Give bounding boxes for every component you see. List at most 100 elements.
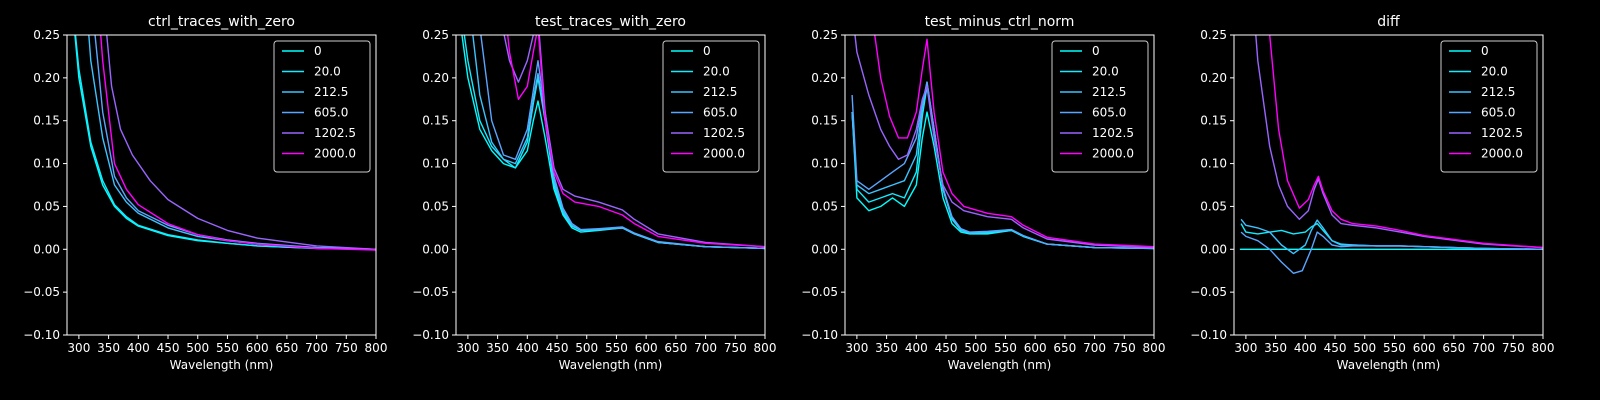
series-line-1202.5 [854, 35, 1154, 249]
series-group [1239, 35, 1543, 274]
y-tick-label: 0.05 [33, 199, 60, 213]
x-tick-label: 400 [905, 341, 928, 355]
x-tick-label: 450 [546, 341, 569, 355]
x-tick-label: 400 [1294, 341, 1317, 355]
x-tick-label: 500 [575, 341, 598, 355]
y-tick-label: −0.05 [1190, 285, 1227, 299]
y-tick-label: 0.00 [811, 242, 838, 256]
x-tick-label: 600 [246, 341, 269, 355]
x-tick-label: 300 [456, 341, 479, 355]
y-tick-label: 0.10 [422, 157, 449, 171]
y-tick-label: 0.10 [1200, 157, 1227, 171]
x-tick-label: 300 [67, 341, 90, 355]
series-line-2000.0 [100, 35, 376, 251]
y-tick-label: −0.05 [412, 285, 449, 299]
y-tick-label: −0.10 [23, 328, 60, 342]
series-line-20.0 [74, 35, 376, 250]
chart-panel-2: 300 350 400 450 500 550 600 650 700 750 800 −0.10 −0… [412, 14, 777, 372]
x-tick-label: 750 [1502, 341, 1525, 355]
x-tick-label: 800 [1143, 341, 1166, 355]
legend-entry: 0 [1481, 44, 1489, 58]
legend-entry: 2000.0 [314, 147, 356, 161]
x-tick-label: 350 [97, 341, 120, 355]
y-tick-label: 0.05 [1200, 199, 1227, 213]
legend-entry: 212.5 [1092, 85, 1126, 99]
legend-entry: 1202.5 [1092, 126, 1134, 140]
x-tick-label: 650 [664, 341, 687, 355]
x-tick-label: 500 [964, 341, 987, 355]
x-tick-label: 400 [516, 341, 539, 355]
x-tick-label: 800 [754, 341, 777, 355]
x-tick-label: 300 [845, 341, 868, 355]
x-tick-label: 600 [635, 341, 658, 355]
y-tick-label: 0.00 [33, 242, 60, 256]
y-tick-label: 0.25 [33, 28, 60, 42]
x-tick-label: 700 [694, 341, 717, 355]
chart-title: test_minus_ctrl_norm [925, 14, 1075, 30]
legend: 0 20.0 212.5 605.0 1202.5 2000.0 [273, 40, 371, 173]
x-tick-label: 300 [1234, 341, 1257, 355]
y-tick-label: 0.15 [1200, 114, 1227, 128]
y-tick-label: −0.10 [412, 328, 449, 342]
legend-entry: 1202.5 [314, 126, 356, 140]
legend-entry: 2000.0 [703, 147, 745, 161]
series-line-2000.0 [507, 35, 765, 248]
y-tick-label: 0.15 [811, 114, 838, 128]
y-tick-label: 0.20 [422, 71, 449, 85]
legend-entry: 2000.0 [1092, 147, 1134, 161]
legend-entry: 20.0 [1481, 65, 1508, 79]
y-tick-label: −0.05 [23, 285, 60, 299]
legend: 0 20.0 212.5 605.0 1202.5 2000.0 [1440, 40, 1538, 173]
y-tick-label: 0.20 [1200, 71, 1227, 85]
legend-entry: 0 [703, 44, 711, 58]
x-tick-label: 750 [335, 341, 358, 355]
x-tick-label: 700 [1083, 341, 1106, 355]
legend-box [273, 40, 371, 173]
series-group [74, 35, 376, 251]
legend-entry: 20.0 [314, 65, 341, 79]
x-tick-label: 550 [216, 341, 239, 355]
chart-panel-4: 300 350 400 450 500 550 600 650 700 750 800 −0.10 −0… [1190, 14, 1555, 372]
y-tick-label: 0.20 [811, 71, 838, 85]
legend-entry: 605.0 [314, 106, 348, 120]
series-line-2000.0 [1268, 35, 1543, 249]
x-tick-label: 350 [486, 341, 509, 355]
legend-box [1440, 40, 1538, 173]
x-tick-label: 350 [875, 341, 898, 355]
chart-panel-3: 300 350 400 450 500 550 600 650 700 750 800 −0.10 −0… [801, 14, 1166, 372]
x-axis-label: Wavelength (nm) [559, 358, 663, 372]
x-tick-label: 700 [305, 341, 328, 355]
legend-entry: 212.5 [1481, 85, 1515, 99]
x-tick-label: 350 [1264, 341, 1287, 355]
legend-entry: 0 [1092, 44, 1100, 58]
y-tick-label: 0.25 [422, 28, 449, 42]
chart-title: diff [1377, 14, 1400, 30]
x-tick-label: 650 [1442, 341, 1465, 355]
x-tick-label: 450 [157, 341, 180, 355]
y-tick-label: −0.10 [801, 328, 838, 342]
legend-entry: 20.0 [1092, 65, 1119, 79]
y-tick-label: 0.25 [1200, 28, 1227, 42]
x-tick-label: 550 [1383, 341, 1406, 355]
series-line-605.0 [1240, 231, 1543, 274]
y-tick-label: 0.00 [1200, 242, 1227, 256]
y-tick-label: 0.10 [811, 157, 838, 171]
legend-entry: 2000.0 [1481, 147, 1523, 161]
legend-entry: 1202.5 [703, 126, 745, 140]
x-axis-label: Wavelength (nm) [1337, 358, 1441, 372]
x-tick-label: 500 [1353, 341, 1376, 355]
series-line-1202.5 [106, 35, 376, 250]
y-tick-label: 0.00 [422, 242, 449, 256]
x-tick-label: 800 [1532, 341, 1555, 355]
x-tick-label: 550 [994, 341, 1017, 355]
x-tick-label: 450 [1324, 341, 1347, 355]
x-tick-label: 700 [1472, 341, 1495, 355]
y-tick-label: 0.20 [33, 71, 60, 85]
y-tick-label: 0.25 [811, 28, 838, 42]
series-line-1202.5 [1255, 35, 1543, 249]
x-tick-label: 400 [127, 341, 150, 355]
legend-entry: 1202.5 [1481, 126, 1523, 140]
x-axis-label: Wavelength (nm) [948, 358, 1052, 372]
x-axis-label: Wavelength (nm) [170, 358, 274, 372]
